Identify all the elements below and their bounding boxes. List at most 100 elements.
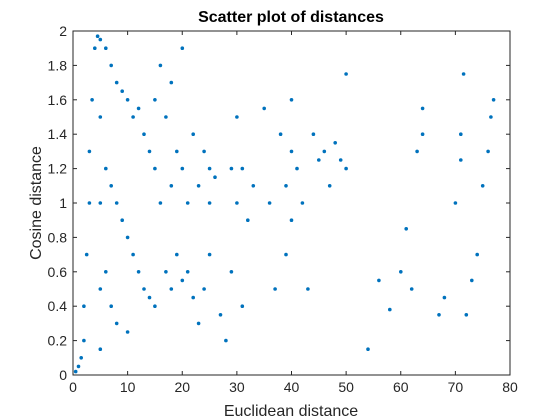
data-point — [475, 252, 480, 257]
data-point — [191, 132, 195, 136]
data-point — [300, 201, 305, 205]
data-point — [125, 235, 130, 240]
data-point — [213, 175, 217, 179]
data-point — [136, 270, 141, 274]
data-point — [344, 166, 348, 171]
data-point — [147, 295, 152, 300]
data-point — [125, 98, 130, 102]
x-tick-label: 60 — [393, 379, 409, 395]
data-point — [273, 287, 277, 291]
data-point — [158, 201, 163, 205]
data-point — [311, 132, 316, 136]
data-point — [109, 304, 113, 309]
data-point — [240, 166, 245, 171]
data-point — [142, 132, 146, 136]
data-point — [218, 313, 223, 317]
x-tick-label: 20 — [174, 379, 190, 395]
data-point — [180, 278, 185, 283]
data-point — [87, 201, 92, 205]
data-point — [180, 46, 185, 50]
data-point — [185, 201, 190, 205]
x-tick-label: 40 — [284, 379, 300, 395]
data-point — [420, 132, 425, 136]
data-point — [262, 106, 267, 111]
data-point — [76, 364, 81, 369]
data-point — [153, 304, 157, 309]
data-point — [388, 307, 392, 312]
data-point — [125, 330, 130, 334]
data-point — [164, 270, 168, 274]
data-point — [459, 132, 463, 136]
x-tick-label: 70 — [448, 379, 464, 395]
x-tick-label: 50 — [338, 379, 354, 395]
data-point — [207, 252, 212, 257]
data-point — [461, 72, 466, 76]
data-point — [289, 218, 294, 222]
data-point — [185, 270, 190, 274]
x-tick-label: 10 — [120, 379, 136, 395]
data-point — [109, 63, 113, 68]
data-point — [306, 287, 310, 291]
data-point — [278, 132, 283, 136]
y-tick-label: 1 — [59, 195, 67, 211]
data-point — [104, 46, 108, 50]
data-point — [442, 295, 447, 300]
data-point — [93, 46, 97, 50]
data-point — [420, 106, 425, 111]
data-point — [404, 227, 409, 231]
y-tick-label: 1.6 — [48, 92, 68, 108]
data-point — [114, 80, 119, 85]
data-point — [470, 278, 474, 283]
data-point — [453, 201, 458, 205]
data-point — [437, 313, 441, 317]
data-point — [73, 369, 78, 374]
data-point — [95, 34, 100, 38]
data-point — [229, 166, 234, 171]
data-point — [267, 201, 272, 205]
data-point — [158, 63, 163, 68]
data-point — [104, 166, 108, 171]
data-point — [84, 252, 89, 257]
data-point — [251, 184, 256, 188]
data-point — [120, 89, 124, 93]
data-point — [480, 184, 485, 188]
data-point — [175, 252, 179, 257]
data-point — [196, 184, 201, 188]
data-point — [377, 278, 381, 283]
data-point — [169, 287, 174, 291]
data-point — [87, 149, 92, 154]
data-point — [202, 149, 206, 154]
data-point — [246, 218, 250, 222]
data-point — [207, 201, 212, 205]
data-point — [489, 115, 493, 119]
data-points — [73, 34, 496, 374]
data-point — [109, 184, 113, 188]
data-point — [409, 287, 414, 291]
data-point — [289, 98, 294, 102]
data-point — [196, 321, 201, 326]
data-point — [104, 270, 108, 274]
data-point — [327, 184, 332, 188]
data-point — [284, 184, 288, 188]
data-point — [136, 106, 141, 111]
y-tick-label: 0.6 — [48, 264, 68, 280]
data-point — [289, 149, 294, 154]
x-tick-label: 0 — [69, 379, 77, 395]
data-point — [98, 37, 103, 42]
chart-title: Scatter plot of distances — [198, 9, 384, 26]
data-point — [169, 80, 174, 85]
data-point — [240, 304, 245, 309]
data-point — [175, 149, 179, 154]
y-tick-label: 0.8 — [48, 229, 68, 245]
y-tick-label: 1.2 — [48, 161, 68, 177]
data-point — [79, 356, 83, 360]
data-point — [338, 158, 343, 162]
data-point — [142, 287, 146, 291]
data-point — [415, 149, 419, 154]
x-tick-label: 30 — [229, 379, 245, 395]
data-point — [235, 201, 239, 205]
data-point — [153, 166, 157, 171]
data-point — [202, 287, 206, 291]
